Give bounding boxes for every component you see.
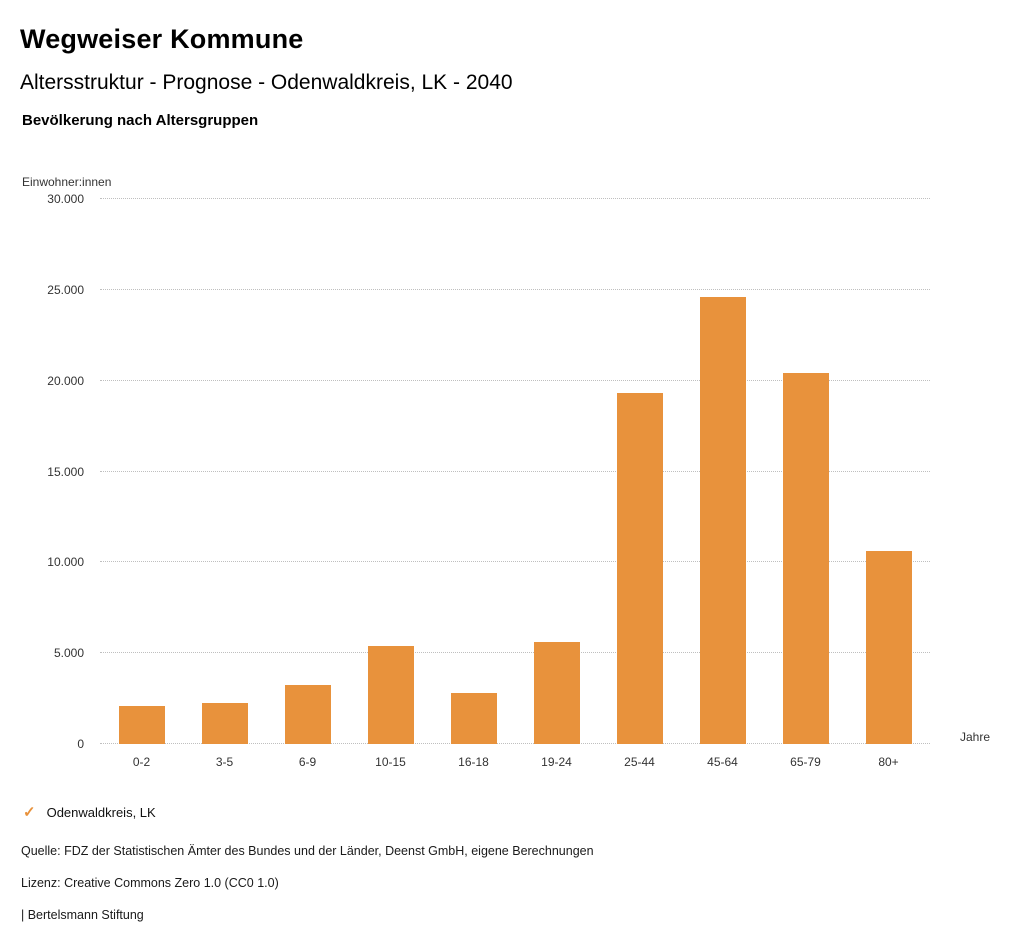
x-tick-label: 45-64 (707, 755, 738, 769)
bar-16-18[interactable] (450, 693, 497, 744)
check-icon: ✓ (23, 804, 36, 821)
bar-slot (100, 199, 183, 744)
bar-slot (515, 199, 598, 744)
bar-10-15[interactable] (367, 645, 414, 744)
bar-slot (681, 199, 764, 744)
x-tick-label: 6-9 (298, 755, 317, 769)
x-tick-label: 25-44 (624, 755, 655, 769)
y-tick-label: 30.000 (47, 192, 84, 206)
license-text: Lizenz: Creative Commons Zero 1.0 (CC0 1… (21, 876, 279, 890)
x-tick-label: 0-2 (132, 755, 151, 769)
bar-25-44[interactable] (616, 393, 663, 744)
chart: 0 5.000 10.000 15.000 20.000 25.000 30.000 0-2… (20, 192, 1004, 769)
x-axis-unit-label: Jahre (959, 730, 990, 744)
x-axis: 0-2 3-5 6-9 10-15 16-18 19-24 25-44 45-64 65-79 8… (100, 755, 930, 769)
bar-slot (349, 199, 432, 744)
chart-heading: Bevölkerung nach Altersgruppen (22, 112, 259, 129)
y-tick-label: 15.000 (47, 464, 84, 479)
bar-19-24[interactable] (533, 642, 580, 744)
bar-slot (764, 199, 847, 744)
x-tick-label: 65-79 (790, 755, 821, 769)
y-tick-label: 10.000 (47, 555, 84, 570)
source-text: Quelle: FDZ der Statistischen Ämter des … (21, 844, 594, 858)
gridline (100, 652, 930, 654)
bar-slot (266, 199, 349, 744)
y-tick-label: 5.000 (53, 646, 84, 661)
bar-6-9[interactable] (284, 684, 331, 744)
gridline (100, 743, 930, 744)
bar-slot (598, 199, 681, 744)
y-tick-label: 20.000 (47, 373, 84, 388)
bar-slot (847, 199, 930, 744)
footer: Quelle: FDZ der Statistischen Ämter des … (20, 844, 1004, 922)
x-tick-label: 19-24 (541, 755, 572, 769)
bar-3-5[interactable] (201, 703, 248, 744)
bar-slot (183, 199, 266, 744)
x-tick-label: 10-15 (375, 755, 406, 769)
page-title: Wegweiser Kommune (20, 24, 304, 54)
x-tick-label: 16-18 (458, 755, 489, 769)
legend-item-odenwaldkreis[interactable]: ✓ Odenwaldkreis, LK (23, 805, 1004, 820)
gridline (100, 198, 930, 199)
bar-series (100, 199, 930, 744)
y-tick-label: 25.000 (47, 282, 84, 297)
chart-subtitle: Altersstruktur - Prognose - Odenwaldkrei… (20, 71, 513, 94)
x-tick-label: 80+ (878, 755, 899, 769)
bar-80+[interactable] (865, 550, 912, 744)
gridline (100, 288, 930, 290)
bar-0-2[interactable] (118, 705, 165, 744)
x-tick-label: 3-5 (215, 755, 234, 769)
y-tick-label: 0 (77, 737, 84, 751)
bar-65-79[interactable] (782, 373, 829, 744)
legend-label: Odenwaldkreis, LK (46, 805, 156, 820)
bar-slot (432, 199, 515, 744)
plot-area: 0 5.000 10.000 15.000 20.000 25.000 30.000 (47, 192, 930, 751)
gridline (100, 379, 930, 381)
attribution-text: | Bertelsmann Stiftung (21, 908, 144, 922)
gridline (100, 561, 930, 563)
y-axis-unit-label: Einwohner:innen (22, 175, 112, 189)
gridline (100, 470, 930, 472)
bar-45-64[interactable] (699, 297, 746, 744)
